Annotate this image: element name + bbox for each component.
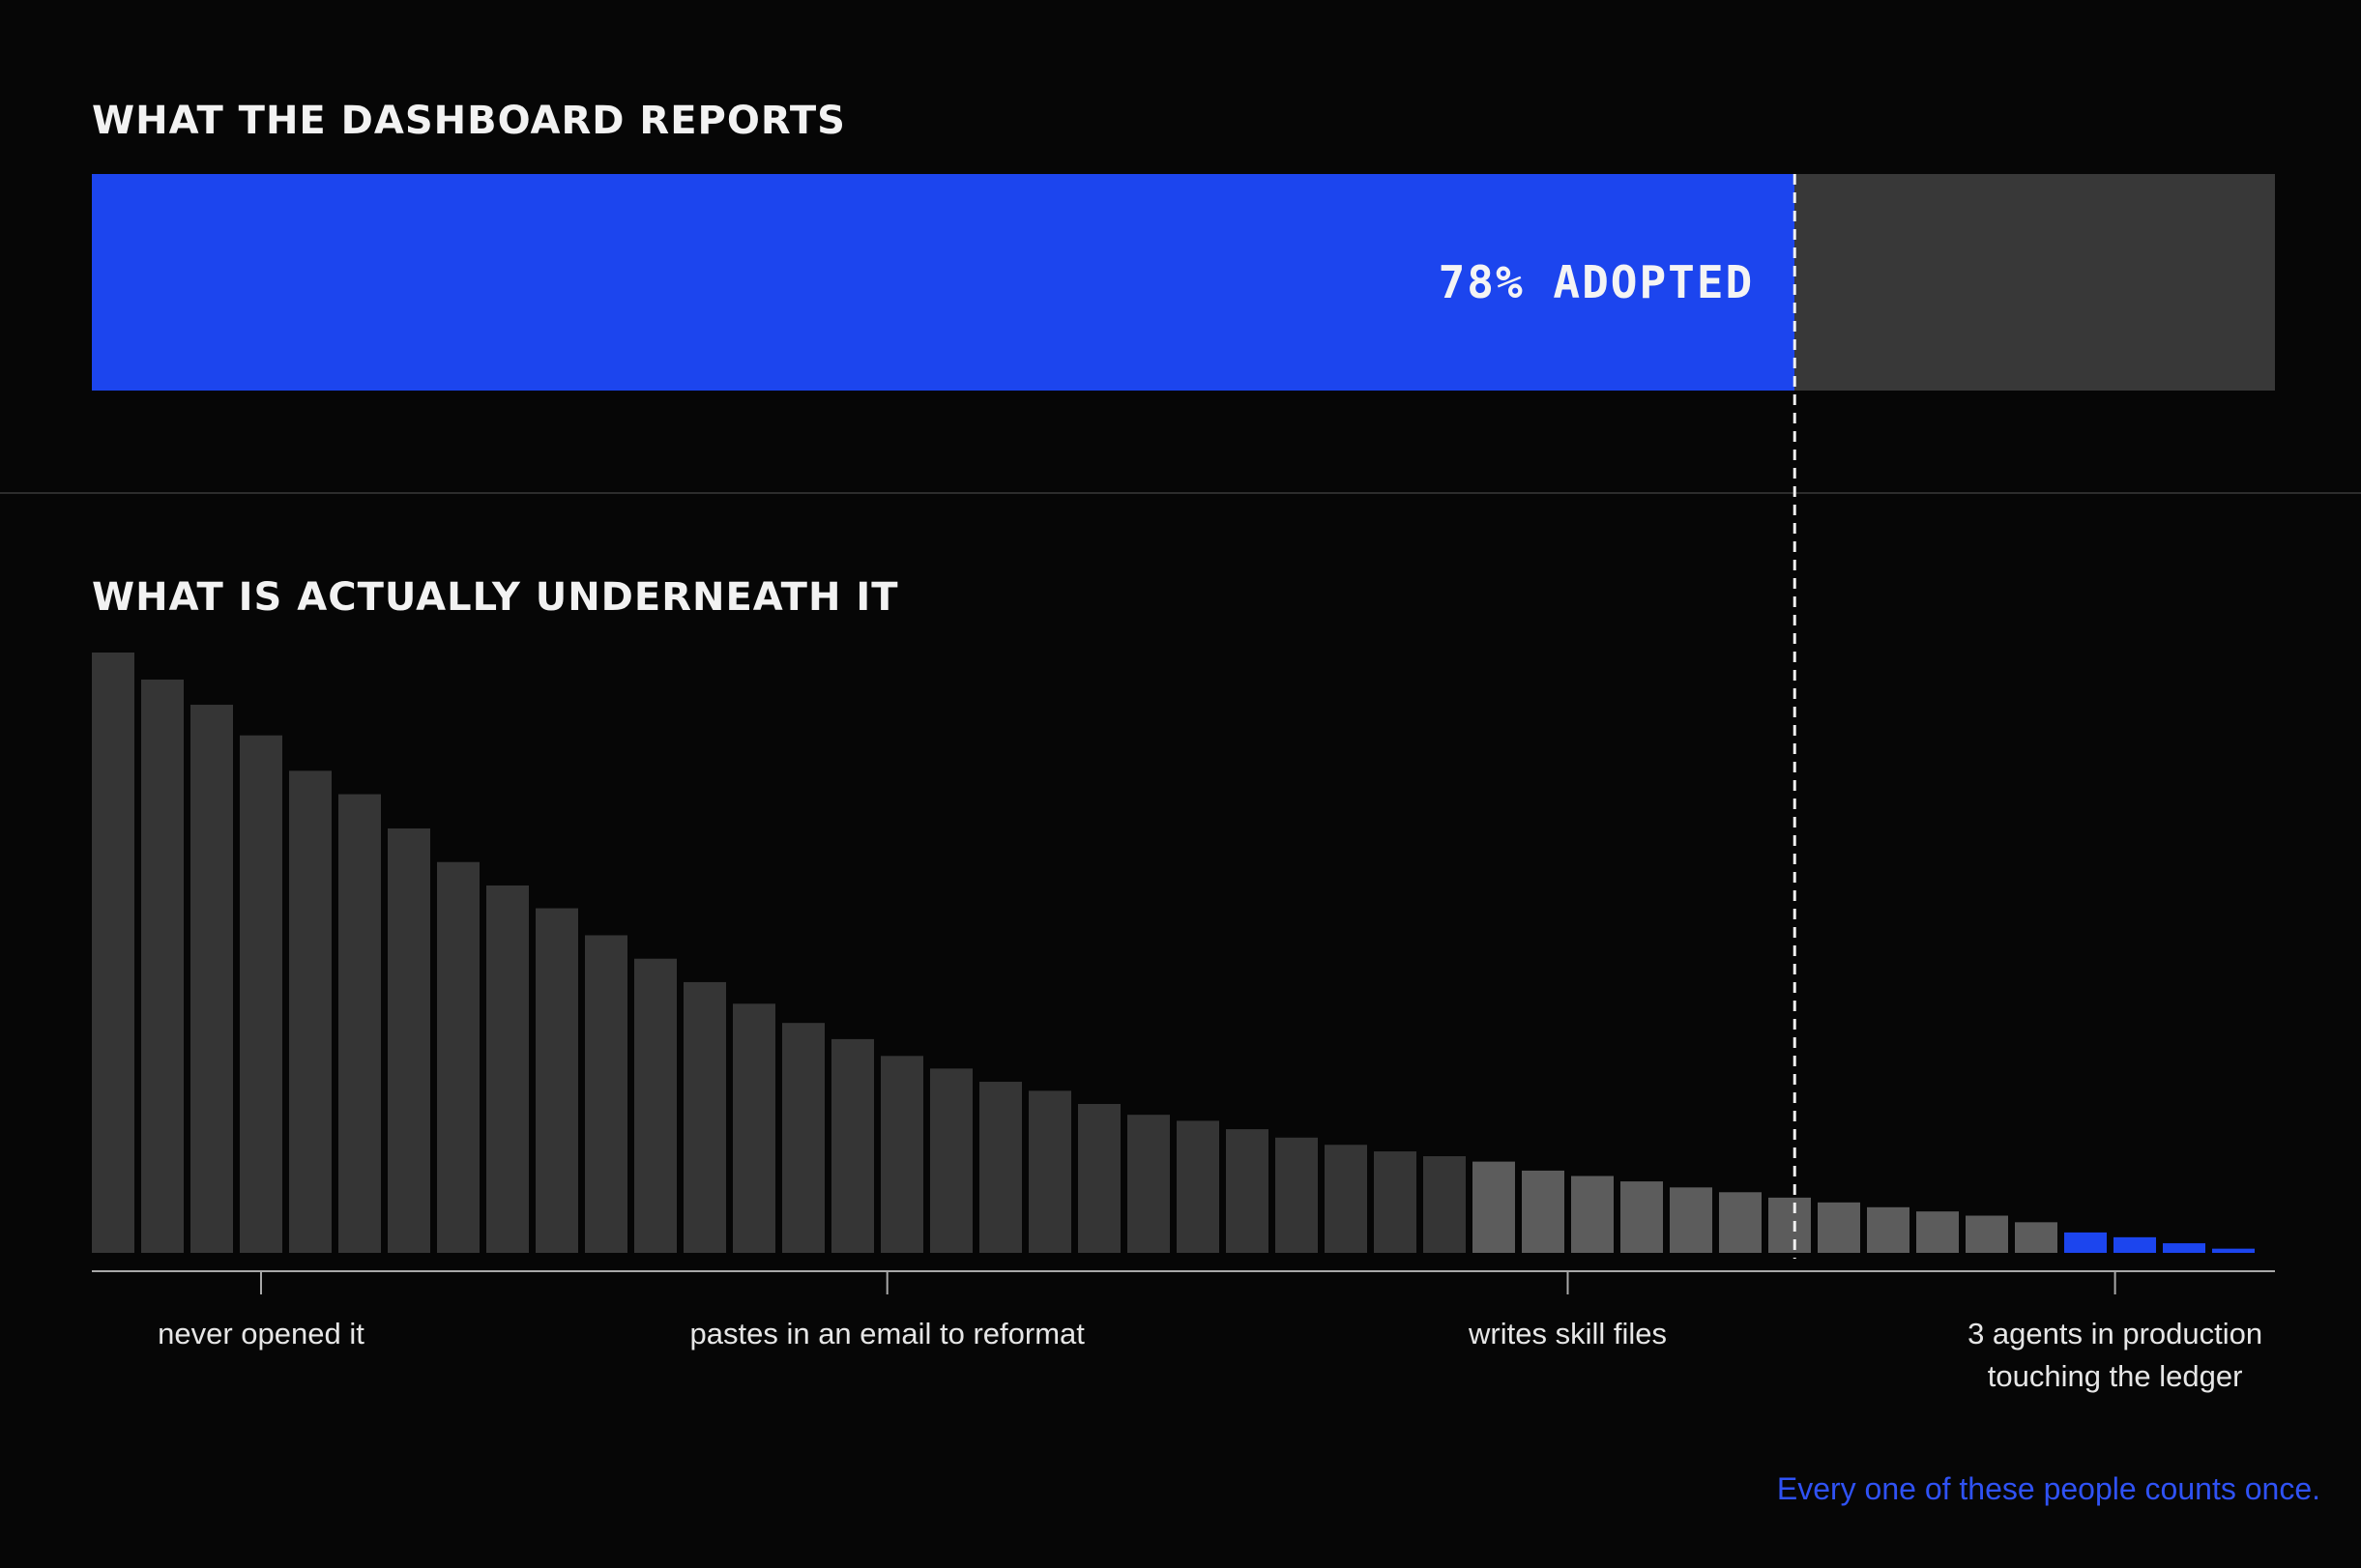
bar	[338, 794, 381, 1253]
bar	[536, 908, 578, 1253]
bar	[141, 679, 184, 1253]
section-divider	[0, 492, 2361, 494]
bar	[930, 1068, 973, 1253]
adoption-bar: 78% ADOPTED	[92, 174, 2275, 391]
bar	[437, 861, 480, 1253]
bar	[684, 981, 726, 1253]
bar	[1522, 1170, 1564, 1253]
underneath-heading: WHAT IS ACTUALLY UNDERNEATH IT	[92, 575, 899, 620]
bar	[2064, 1232, 2107, 1253]
bar	[1275, 1137, 1318, 1253]
bar	[831, 1038, 874, 1253]
bar	[1226, 1129, 1268, 1253]
bar	[881, 1056, 923, 1253]
bar-series	[92, 653, 2255, 1253]
bar	[733, 1003, 775, 1253]
axis-tick-label: never opened it	[158, 1317, 364, 1350]
bar	[1078, 1103, 1121, 1253]
footnote: Every one of these people counts once.	[1776, 1471, 2320, 1506]
bar	[1719, 1192, 1762, 1253]
bar	[1571, 1176, 1614, 1253]
bar	[1867, 1206, 1909, 1253]
bar	[289, 770, 332, 1253]
axis-tick-label: writes skill files	[1469, 1317, 1667, 1350]
bar	[1325, 1145, 1367, 1253]
bar	[1966, 1215, 2008, 1253]
bar	[634, 958, 677, 1253]
bar	[1127, 1115, 1170, 1253]
bar	[1818, 1202, 1860, 1253]
bar	[782, 1023, 825, 1253]
axis-tick-label: pastes in an email to reformat	[689, 1317, 1085, 1350]
bar	[2015, 1222, 2057, 1253]
bar	[486, 885, 529, 1253]
bar	[190, 705, 233, 1253]
axis-tick-label: 3 agents in production touching the ledge…	[1968, 1317, 2263, 1393]
bar	[1916, 1211, 1959, 1253]
bar	[1029, 1090, 1071, 1253]
bar	[1620, 1181, 1663, 1253]
bar	[388, 828, 430, 1253]
adoption-fill: 78% ADOPTED	[92, 174, 1795, 391]
bar	[1472, 1161, 1515, 1253]
bar	[585, 935, 627, 1253]
bar	[1423, 1156, 1466, 1253]
dashboard-heading: WHAT THE DASHBOARD REPORTS	[92, 99, 846, 143]
bar	[1374, 1151, 1416, 1253]
bar	[1768, 1197, 1811, 1253]
bar	[979, 1082, 1022, 1253]
bar	[92, 653, 134, 1253]
bar	[2163, 1243, 2205, 1253]
axis-ticks	[260, 1271, 2116, 1294]
bar	[2113, 1236, 2156, 1253]
bar	[1177, 1120, 1219, 1253]
adoption-label: 78% ADOPTED	[1438, 256, 1755, 308]
bar	[1670, 1187, 1712, 1253]
bar	[240, 735, 282, 1253]
bar	[2212, 1248, 2255, 1253]
